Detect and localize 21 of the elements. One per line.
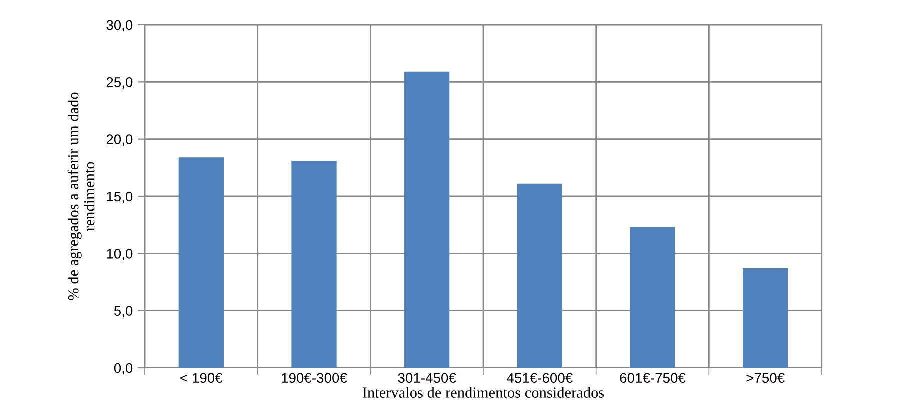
x-tick-label: 601€-750€ [620, 373, 686, 384]
bar [292, 161, 337, 368]
bar [517, 184, 562, 368]
x-axis-title: Intervalos de rendimentos considerados [362, 387, 604, 398]
y-tick-label: 20,0 [106, 134, 133, 146]
x-tick-label: >750€ [746, 373, 785, 384]
bar [404, 72, 450, 368]
x-tick-label: 451€-600€ [507, 373, 573, 384]
bar [743, 268, 788, 368]
y-tick-label: 25,0 [106, 78, 133, 89]
bar [630, 227, 676, 368]
bar [178, 158, 224, 368]
y-tick-label: 10,0 [107, 249, 133, 260]
x-tick-label: < 190€ [180, 373, 223, 384]
y-tick-label: 0,0 [114, 363, 133, 375]
x-tick-label: 190€-300€ [282, 373, 348, 384]
y-tick-label: 15,0 [107, 192, 133, 204]
y-axis-title: % de agregados a auferir um dado rendimento [68, 92, 95, 300]
y-tick-label: 30,0 [106, 20, 133, 32]
x-tick-label: 301-450€ [398, 373, 456, 384]
y-tick-label: 5,0 [114, 306, 133, 318]
